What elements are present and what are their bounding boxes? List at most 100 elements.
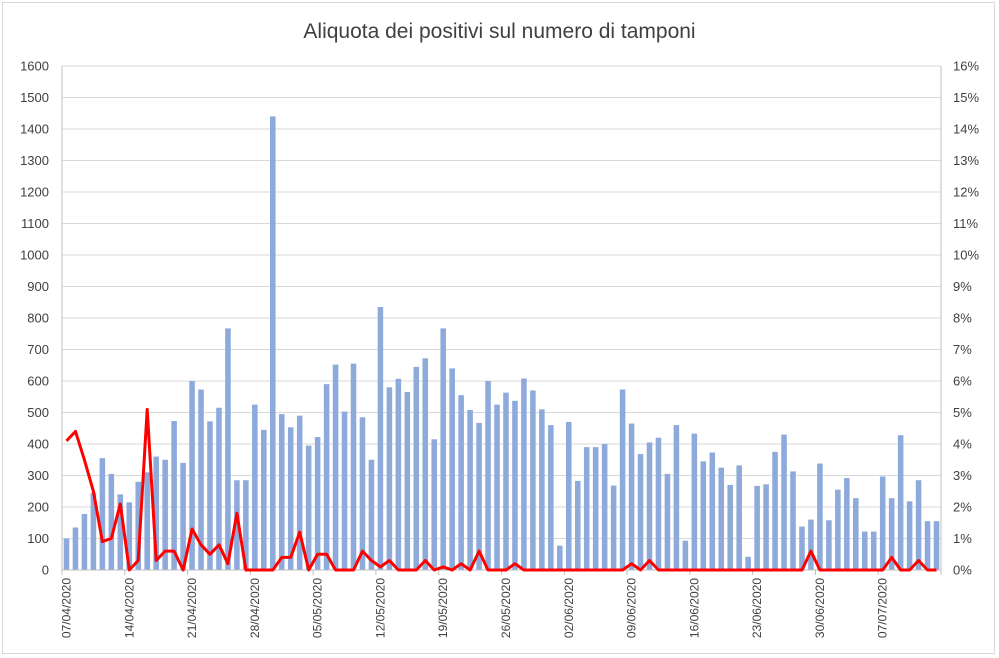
y-tick-label: 1200 (20, 185, 49, 200)
y-tick-label: 400 (27, 437, 49, 452)
bar (476, 422, 482, 570)
bar (108, 473, 115, 570)
y2-tick-label: 8% (953, 311, 972, 326)
y-tick-label: 0 (42, 563, 49, 578)
y2-tick-label: 13% (953, 153, 979, 168)
x-tick-label: 21/04/2020 (185, 578, 199, 638)
gridlines (62, 65, 941, 539)
bar (655, 437, 662, 570)
bar (700, 461, 707, 570)
bar (81, 513, 88, 570)
bar (243, 480, 249, 570)
bar (853, 498, 859, 570)
bar (225, 328, 231, 570)
bar (252, 404, 258, 570)
percentage-line-series (65, 407, 937, 572)
bar (906, 501, 913, 570)
bar (189, 381, 195, 570)
bar (171, 421, 177, 570)
y2-tick-label: 16% (953, 59, 979, 74)
bar (718, 467, 725, 570)
bar-series (63, 116, 940, 571)
x-tick-label: 28/04/2020 (248, 578, 262, 638)
bar (682, 540, 689, 570)
y-tick-label: 800 (27, 311, 49, 326)
bar (781, 434, 787, 570)
y-tick-label: 1400 (20, 122, 49, 137)
bar (234, 480, 240, 570)
y2-tick-label: 10% (953, 248, 979, 263)
bar (709, 452, 716, 570)
y-tick-label: 900 (27, 279, 49, 294)
y-tick-label: 1100 (21, 216, 49, 231)
y-tick-label: 600 (27, 374, 49, 389)
bar (574, 480, 581, 570)
y-tick-label: 700 (27, 342, 49, 357)
y2-tick-label: 9% (953, 279, 972, 294)
y2-tick-label: 6% (953, 374, 972, 389)
y-tick-label: 1300 (20, 153, 49, 168)
bar (404, 392, 411, 570)
bar (63, 538, 70, 570)
y-tick-label: 1500 (20, 90, 49, 105)
bar (637, 454, 644, 570)
x-tick-label: 02/06/2020 (562, 578, 576, 638)
bar (924, 521, 931, 570)
y2-tick-label: 3% (953, 468, 972, 483)
bar (521, 378, 527, 570)
bar (494, 404, 500, 570)
bar (879, 476, 886, 570)
bar (270, 116, 276, 571)
y2-tick-label: 7% (953, 342, 972, 357)
bar (135, 481, 142, 570)
x-tick-label: 23/06/2020 (750, 578, 764, 638)
y-tick-label: 500 (27, 405, 49, 420)
bar (377, 306, 384, 570)
bar (99, 458, 106, 570)
bar (144, 472, 150, 570)
bar (754, 485, 760, 570)
bar (646, 442, 653, 570)
percentage-line (65, 407, 937, 572)
bar (458, 395, 464, 570)
bar (844, 478, 850, 570)
bar (565, 421, 572, 570)
bar (117, 494, 124, 570)
bar (180, 462, 186, 570)
bar (296, 415, 303, 570)
bar (835, 489, 841, 570)
bar (440, 328, 446, 570)
bar (350, 363, 357, 570)
y-tick-label: 200 (27, 500, 49, 515)
bar (90, 492, 97, 570)
bar (539, 409, 545, 570)
chart-title: Aliquota dei positivi sul numero di tamp… (303, 20, 696, 43)
x-tick-label: 30/06/2020 (813, 578, 827, 638)
x-axis-ticks: 07/04/2020 14/04/2020 21/04/2020 28/04/2020… (59, 578, 889, 638)
y2-tick-label: 2% (953, 500, 972, 515)
bar (503, 392, 509, 570)
bar (261, 429, 267, 570)
y-tick-label: 1600 (20, 59, 49, 74)
y2-tick-label: 0% (953, 563, 972, 578)
y2-tick-label: 5% (953, 405, 972, 420)
bar (323, 384, 330, 570)
bar (583, 447, 590, 570)
x-tick-label: 19/05/2020 (436, 578, 450, 638)
bar (826, 520, 832, 570)
bar (610, 485, 617, 570)
bar (162, 459, 168, 570)
bar (449, 368, 455, 570)
bar (557, 545, 563, 570)
bar (619, 389, 626, 570)
bar (278, 414, 285, 570)
bar (198, 389, 204, 570)
bar (592, 447, 599, 570)
bar (368, 459, 375, 570)
bar (72, 527, 79, 570)
bar (790, 471, 796, 570)
y-tick-label: 100 (27, 531, 49, 546)
bar (413, 366, 420, 570)
bar (332, 364, 339, 570)
